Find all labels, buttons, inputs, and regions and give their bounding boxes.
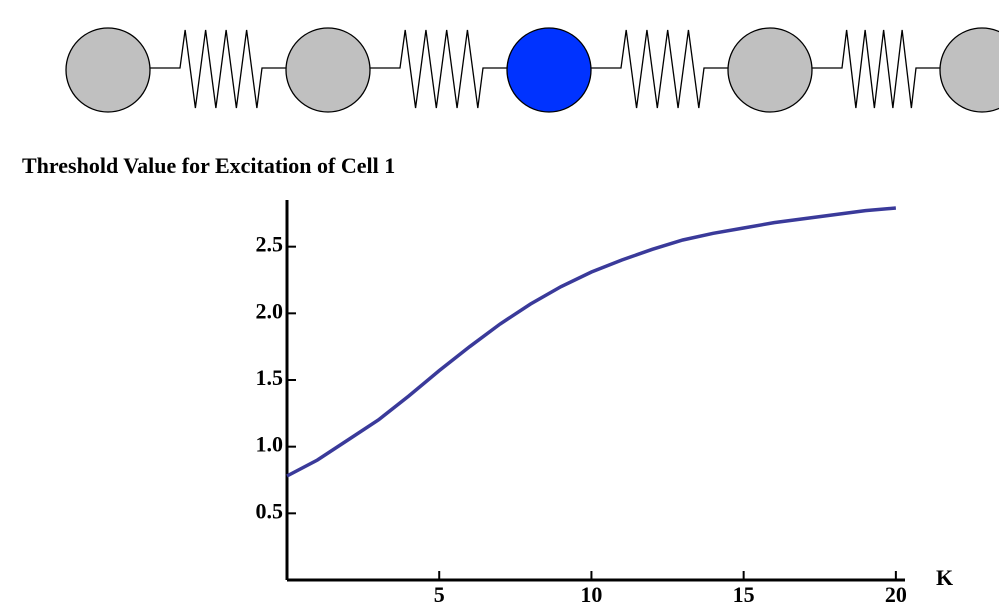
spring [591,29,728,109]
y-tick-label: 1.0 [256,432,284,457]
spring [812,29,940,109]
spring-diagram [65,27,999,113]
x-tick-label: 10 [580,582,602,602]
x-tick-label: 15 [733,582,755,602]
y-tick-label: 2.5 [256,232,284,257]
spring [150,29,286,109]
data-line [286,206,897,478]
cell [727,27,813,113]
y-tick-label: 2.0 [256,298,284,323]
cell [285,27,371,113]
spring [370,29,507,109]
chart-title: Threshold Value for Excitation of Cell 1 [22,153,395,178]
x-axis-label: K [936,565,953,590]
cell [506,27,592,113]
x-tick-label: 5 [434,582,445,602]
cell [939,27,999,113]
cell [65,27,151,113]
y-tick-label: 1.5 [256,365,284,390]
y-tick-label: 0.5 [256,498,284,523]
x-tick-label: 20 [885,582,907,602]
